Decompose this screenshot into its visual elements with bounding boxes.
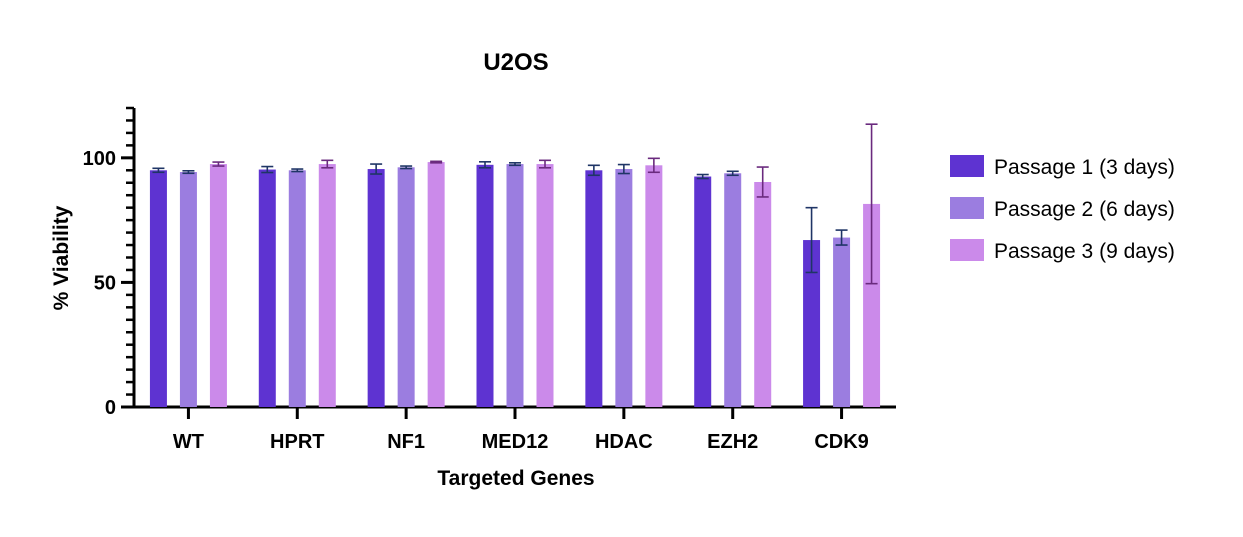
y-tick-label-50: 50 (94, 272, 116, 294)
x-tick-label-ezh2: EZH2 (707, 431, 758, 453)
legend: Passage 1 (3 days) Passage 2 (6 days) Pass… (950, 155, 1175, 263)
bar-ezh2-series-2 (724, 173, 742, 407)
bar-hdac-series-1 (585, 170, 603, 407)
legend-swatch-series-2 (950, 197, 984, 219)
bar-hprt-series-1 (258, 169, 276, 407)
x-tick-label-med12: MED12 (482, 431, 549, 453)
y-axis-label: % Viability (50, 205, 73, 310)
bar-nf1-series-2 (397, 167, 415, 407)
bar-nf1-series-3 (427, 162, 445, 407)
bar-wt-series-3 (209, 164, 227, 407)
bar-hprt-series-2 (288, 170, 306, 407)
legend-label-series-2: Passage 2 (6 days) (994, 198, 1175, 221)
chart-title: U2OS (483, 49, 548, 76)
legend-swatch-series-3 (950, 239, 984, 261)
x-axis-label: Targeted Genes (437, 467, 594, 490)
bar-med12-series-3 (536, 164, 554, 407)
y-tick-label-100: 100 (83, 148, 116, 170)
bar-ezh2-series-1 (694, 176, 712, 407)
bar-cdk9-series-3 (863, 203, 881, 407)
x-tick-label-nf1: NF1 (387, 431, 425, 453)
bar-wt-series-1 (149, 170, 167, 407)
bar-med12-series-2 (506, 164, 524, 407)
legend-label-series-3: Passage 3 (9 days) (994, 240, 1175, 263)
x-tick-label-cdk9: CDK9 (814, 431, 868, 453)
bar-wt-series-2 (179, 172, 197, 407)
bar-cdk9-series-2 (833, 237, 851, 407)
x-tick-label-wt: WT (173, 431, 204, 453)
legend-label-series-1: Passage 1 (3 days) (994, 156, 1175, 179)
bar-ezh2-series-3 (754, 182, 772, 407)
bar-hdac-series-3 (645, 165, 663, 407)
x-tick-label-hprt: HPRT (270, 431, 324, 453)
y-tick-label-0: 0 (105, 397, 116, 419)
bar-med12-series-1 (476, 164, 494, 407)
bars (149, 123, 881, 407)
legend-swatch-series-1 (950, 155, 984, 177)
bar-hdac-series-2 (615, 169, 633, 407)
bar-nf1-series-1 (367, 169, 385, 407)
bar-cdk9-series-1 (803, 240, 821, 407)
x-tick-label-hdac: HDAC (595, 431, 653, 453)
bar-hprt-series-3 (318, 164, 336, 407)
